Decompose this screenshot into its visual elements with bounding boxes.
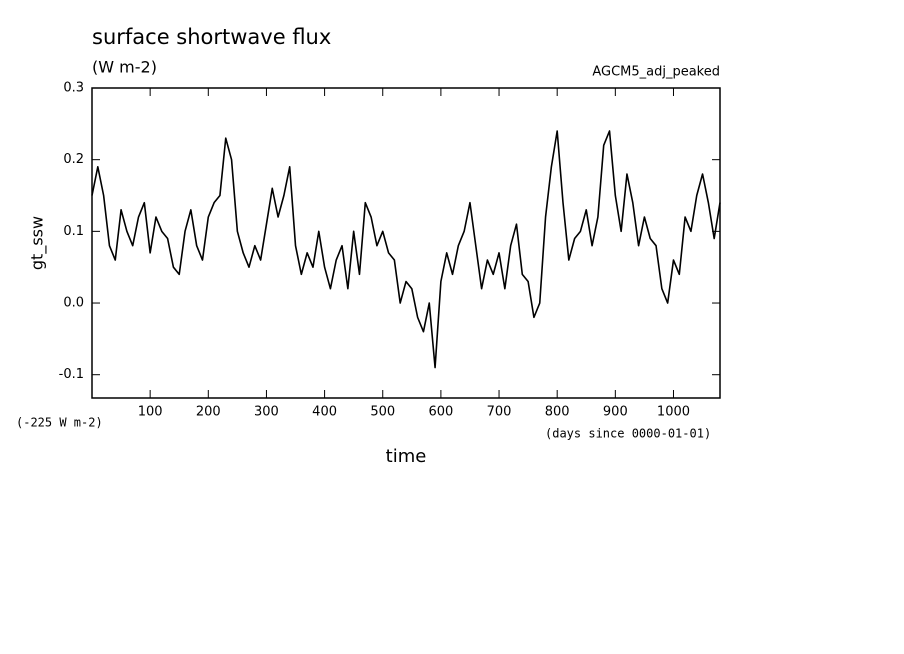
chart-title: surface shortwave flux — [92, 25, 331, 49]
x-tick-label: 300 — [254, 405, 279, 420]
annotation: AGCM5_adj_peaked — [592, 65, 720, 80]
y-tick-label: 0.2 — [63, 152, 84, 167]
data-line — [91, 130, 721, 369]
x-tick-label: 500 — [370, 405, 395, 420]
x-tick-label: 100 — [138, 405, 163, 420]
x-axis-label: time — [386, 446, 427, 467]
x-tick-label: 200 — [196, 405, 221, 420]
x-tick-label: 700 — [487, 405, 512, 420]
plot-frame — [91, 87, 721, 399]
y-tick-label: 0.0 — [63, 296, 84, 311]
offset-note: (-225 W m-2) — [16, 416, 103, 430]
x-tick-label: 800 — [545, 405, 570, 420]
x-tick-label: 1000 — [657, 405, 690, 420]
y-tick-label: 0.1 — [63, 224, 84, 239]
y-tick-label: 0.3 — [63, 81, 84, 96]
chart-subtitle: (W m-2) — [92, 58, 157, 77]
x-tick-label: 400 — [312, 405, 337, 420]
x-units: (days since 0000-01-01) — [545, 427, 711, 441]
x-tick-label: 900 — [603, 405, 628, 420]
x-tick-label: 600 — [428, 405, 453, 420]
y-tick-label: -0.1 — [59, 367, 84, 382]
y-axis-label: gt_ssw — [28, 216, 48, 270]
